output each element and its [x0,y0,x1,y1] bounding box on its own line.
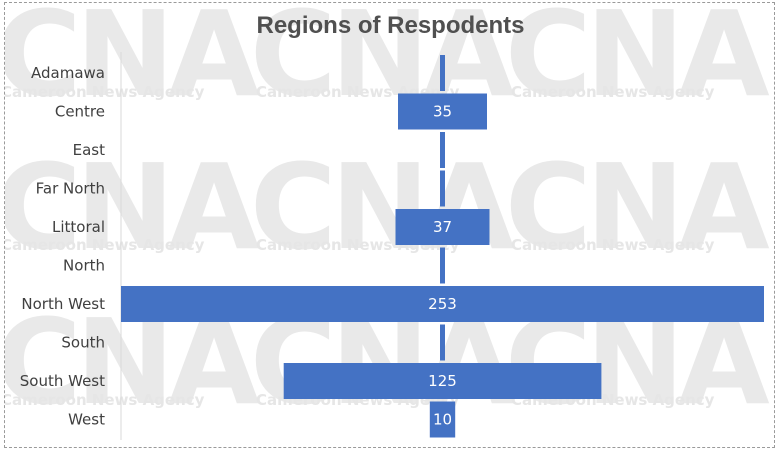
data-label: 35 [433,103,452,121]
watermark-tile: CNA Cameroon News Agency [505,3,770,145]
watermark-logo: CNA [4,2,260,123]
bar-east [440,132,445,168]
watermark-tile: CNA Cameroon News Agency [4,148,260,298]
watermark-agency-text: Cameroon News Agency [4,83,205,101]
category-label: Centre [55,103,105,121]
category-label: Adamawa [31,64,105,82]
data-label: 125 [428,372,457,390]
bar-littoral [395,209,490,245]
data-label: 10 [433,411,452,429]
watermark-agency-text: Cameroon News Agency [4,391,205,409]
watermark-logo: CNA [4,293,260,431]
bar-south-west [283,363,602,399]
bar-far-north [440,170,445,207]
bar-south [440,324,445,361]
data-label: 253 [428,295,457,313]
category-label: East [73,141,105,159]
watermark-agency-text: Cameroon News Agency [511,83,715,101]
category-label: South West [20,372,105,390]
watermark-logo: CNA [505,138,770,276]
chart-frame: CNA Cameroon News Agency CNA Cameroon News … [4,2,775,448]
chart-title: Regions of Respodents [256,12,525,39]
watermark-agency-text: Cameroon News Agency [511,236,715,254]
category-label: North [63,257,105,275]
bar-adamawa [440,55,445,91]
watermark-tile: CNA Cameroon News Agency [505,148,770,298]
bar-west [429,401,456,438]
category-label: West [68,411,105,429]
category-label: South [61,334,105,352]
category-label: Far North [36,180,105,198]
bar-centre [398,93,487,130]
watermark-logo: CNA [505,293,770,431]
watermark-tile: CNA Cameroon News Agency [4,3,260,145]
watermark-logo: CNA [4,138,260,276]
category-label: Littoral [52,218,105,236]
watermark-tile: CNA Cameroon News Agency [4,303,260,447]
bar-north-west [121,286,764,322]
bar-north [440,247,445,284]
watermark-logo: CNA [250,138,515,276]
watermark-agency-text: Cameroon News Agency [4,236,205,254]
watermark-logo: CNA [250,293,515,431]
watermark-logo: CNA [505,2,770,123]
data-label: 37 [433,218,452,236]
category-label: North West [21,295,105,313]
watermark-tile: CNA Cameroon News Agency [250,148,515,298]
